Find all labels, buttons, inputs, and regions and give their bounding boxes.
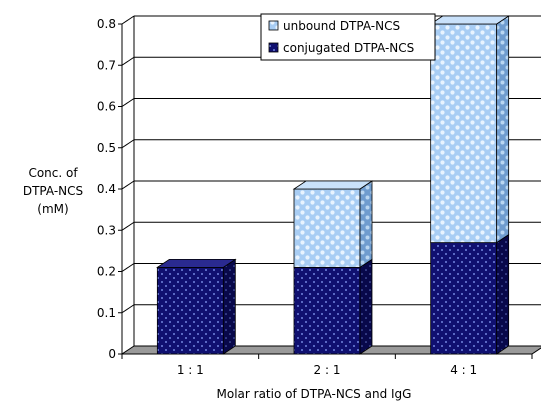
y-tick-label-0: 0 [108, 347, 116, 361]
legend-label-conjugated: conjugated DTPA-NCS [283, 41, 414, 55]
gridline-wall-3 [121, 221, 135, 231]
legend-swatch-unbound [268, 20, 279, 31]
y-tick-labels: 0 0.1 0.2 0.3 0.4 0.5 0.6 0.7 0.8 [97, 17, 116, 361]
y-tick-label-7: 0.7 [97, 58, 116, 72]
gridline-wall-7 [121, 56, 135, 66]
gridline-wall-8 [121, 15, 135, 25]
legend-label-unbound: unbound DTPA-NCS [283, 19, 400, 33]
gridline-wall-1 [121, 304, 135, 314]
bar-2-series-1-front [430, 23, 498, 244]
bar-0-series-0-front [156, 266, 224, 355]
gridline-wall-2 [121, 263, 135, 272]
gridline-wall-4 [121, 180, 135, 190]
y-tick-label-6: 0.6 [97, 100, 116, 114]
axes [118, 16, 533, 359]
bars [156, 15, 510, 355]
bar-1-series-1-side [359, 180, 373, 269]
y-tick-label-5: 0.5 [97, 141, 116, 155]
y-tick-label-2: 0.2 [97, 265, 116, 279]
legend: unbound DTPA-NCS conjugated DTPA-NCS [260, 13, 436, 61]
bar-0-series-0-top [156, 258, 237, 268]
bar-0-series-0-side [222, 258, 236, 355]
legend-swatch-conjugated [268, 42, 279, 53]
x-tick-label-1: 2 : 1 [314, 363, 341, 377]
gridline-wall-6 [121, 98, 135, 107]
legend-box [260, 13, 436, 61]
gridline-wall-5 [121, 139, 135, 149]
y-tick-label-1: 0.1 [97, 306, 116, 320]
x-tick-labels: 1 : 1 2 : 1 4 : 1 [177, 363, 477, 377]
y-tick-label-4: 0.4 [97, 182, 116, 196]
y-axis-title-line-2: DTPA-NCS [23, 184, 83, 198]
y-tick-label-8: 0.8 [97, 17, 116, 31]
bar-1-series-1-front [293, 188, 361, 268]
bar-2-series-1-top [429, 15, 510, 25]
x-tick-label-2: 4 : 1 [450, 363, 477, 377]
bar-1-series-0-front [293, 266, 361, 355]
bar-2-series-0-side [496, 233, 510, 355]
bar-1-series-0-side [359, 258, 373, 355]
bar-2-series-1-side [496, 15, 510, 244]
y-tick-label-3: 0.3 [97, 223, 116, 237]
bar-2-series-0-front [430, 242, 498, 355]
y-axis-title-line-1: Conc. of [28, 166, 78, 180]
y-axis-title-line-3: (mM) [37, 202, 68, 216]
x-tick-label-0: 1 : 1 [177, 363, 204, 377]
bar-1-series-1-top [292, 180, 374, 190]
x-axis-title: Molar ratio of DTPA-NCS and IgG [217, 387, 412, 401]
